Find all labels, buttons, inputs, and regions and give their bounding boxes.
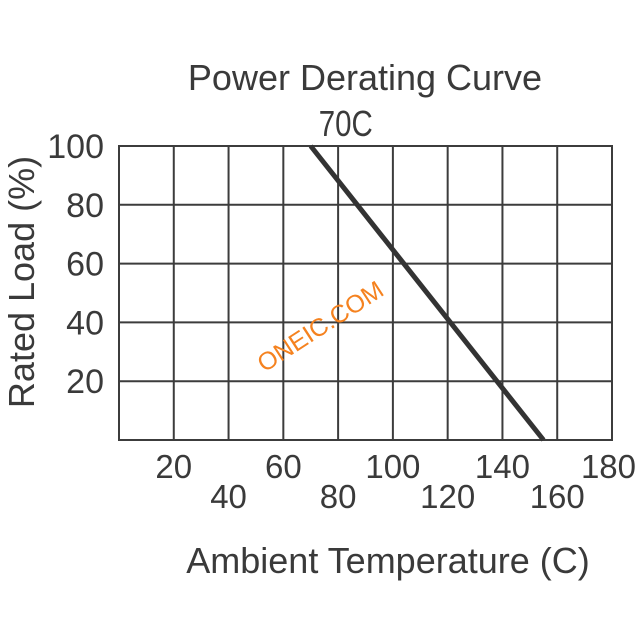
annotation-70c: 70C (319, 103, 373, 144)
x-tick-label-80: 80 (320, 478, 357, 515)
y-tick-label-40: 40 (66, 304, 104, 342)
x-tick-label-160: 160 (530, 478, 585, 515)
y-tick-label-20: 20 (66, 363, 104, 401)
x-tick-label-20: 20 (155, 448, 192, 485)
x-tick-label-40: 40 (210, 478, 247, 515)
watermark: ONEIC.COM (252, 276, 388, 378)
plot-grid (119, 146, 612, 440)
series-group (308, 144, 546, 442)
y-tick-label-60: 60 (66, 246, 104, 284)
y-tick-label-80: 80 (66, 187, 104, 225)
x-tick-label-100: 100 (365, 448, 420, 485)
x-tick-label-140: 140 (475, 448, 530, 485)
x-axis-label: Ambient Temperature (C) (186, 540, 590, 581)
y-tick-labels: 20 40 60 80 100 (47, 128, 104, 401)
derating-line (308, 144, 546, 442)
chart-title: Power Derating Curve (188, 57, 542, 98)
x-tick-label-180: 180 (581, 448, 636, 485)
x-tick-label-120: 120 (420, 478, 475, 515)
x-tick-label-60: 60 (265, 448, 302, 485)
y-tick-label-100: 100 (47, 128, 104, 166)
plot-frame (118, 145, 613, 441)
y-axis-label: Rated Load (%) (1, 156, 42, 408)
